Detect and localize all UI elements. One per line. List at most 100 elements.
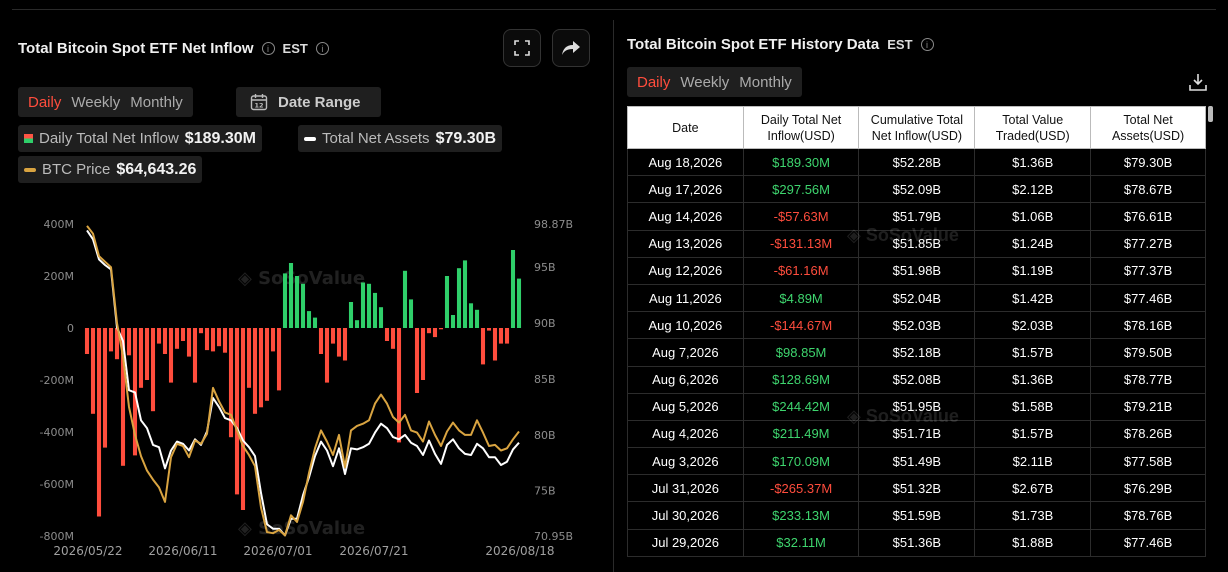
inflow-bar (414, 328, 420, 393)
table-cell: $77.58B (1090, 447, 1206, 476)
table-row[interactable]: Aug 10,2026 -$144.67M $52.03B $2.03B $78.16B (627, 311, 1206, 340)
inflow-bar (258, 328, 264, 408)
table-cell: $1.42B (974, 284, 1092, 313)
table-row[interactable]: Aug 3,2026 $170.09M $51.49B $2.11B $77.58B (627, 447, 1206, 476)
table-cell: Aug 18,2026 (627, 148, 744, 177)
table-cell: $52.03B (858, 311, 976, 340)
legend-btc[interactable]: BTC Price $64,643.26 (18, 156, 203, 183)
inflow-bar (348, 302, 354, 328)
fullscreen-button[interactable] (503, 29, 541, 67)
inflow-panel: Total Bitcoin Spot ETF Net Inflow i EST i… (0, 0, 612, 572)
column-header[interactable]: Daily Total Net Inflow(USD) (742, 106, 860, 149)
inflow-bar (276, 328, 282, 391)
legend-assets-value: $79.30B (435, 129, 497, 147)
inflow-bar (294, 276, 300, 328)
tab-daily[interactable]: Daily (637, 73, 671, 91)
inflow-bar (288, 263, 294, 328)
tab-monthly[interactable]: Monthly (130, 93, 183, 111)
table-row[interactable]: Aug 13,2026 -$131.13M $51.85B $1.24B $77.27B (627, 230, 1206, 258)
table-row[interactable]: Jul 29,2026 $32.11M $51.36B $1.88B $77.46B (627, 529, 1206, 557)
table-cell: $52.09B (858, 175, 976, 204)
tab-daily[interactable]: Daily (28, 93, 62, 111)
inflow-bar (330, 328, 336, 344)
table-cell: $32.11M (743, 529, 860, 557)
inflow-bar (468, 303, 474, 328)
table-cell: Aug 3,2026 (627, 447, 744, 476)
y2-axis-tick-label: 95B (534, 261, 556, 274)
share-button[interactable] (552, 29, 590, 67)
top-border (12, 9, 1216, 10)
inflow-bar (420, 328, 426, 380)
date-range-button[interactable]: 12 Date Range (236, 87, 381, 117)
inflow-bar (378, 307, 384, 328)
info-icon[interactable]: i (261, 42, 275, 55)
tab-weekly[interactable]: Weekly (71, 93, 121, 111)
legend-inflow[interactable]: Daily Total Net Inflow $189.30M (18, 125, 262, 152)
table-cell: -$265.37M (743, 474, 860, 503)
table-row[interactable]: Aug 11,2026 $4.89M $52.04B $1.42B $77.46B (627, 284, 1206, 313)
inflow-bar (270, 328, 276, 352)
inflow-bar (516, 278, 522, 328)
table-row[interactable]: Aug 5,2026 $244.42M $51.95B $1.58B $79.21B (627, 393, 1206, 421)
share-icon (562, 41, 580, 55)
column-header[interactable]: Date (627, 106, 744, 149)
table-cell: $51.49B (858, 447, 976, 476)
inflow-bar (180, 328, 186, 341)
table-cell: $79.30B (1090, 148, 1206, 177)
inflow-bar (504, 328, 510, 344)
table-cell: $189.30M (743, 148, 860, 177)
table-body: Aug 18,2026 $189.30M $52.28B $1.36B $79.30B A… (627, 148, 1206, 557)
x-axis-tick-label: 2026/08/18 (485, 544, 554, 558)
svg-text:12: 12 (254, 102, 263, 110)
chart-watermark: ◈ SoSoValue (238, 268, 365, 289)
inflow-bar (102, 328, 108, 448)
inflow-bar (156, 328, 162, 344)
table-cell: Jul 31,2026 (627, 474, 744, 503)
calendar-icon: 12 (250, 94, 268, 111)
table-cell: $211.49M (743, 420, 860, 449)
table-cell: $1.57B (974, 338, 1092, 367)
chart-watermark: ◈ SoSoValue (238, 518, 365, 539)
table-cell: $51.79B (858, 202, 976, 231)
tab-weekly[interactable]: Weekly (680, 73, 730, 91)
table-cell: Aug 5,2026 (627, 393, 744, 421)
date-range-label: Date Range (278, 93, 361, 111)
y-axis-tick-label: -600M (40, 478, 74, 491)
table-row[interactable]: Aug 6,2026 $128.69M $52.08B $1.36B $78.77B (627, 366, 1206, 394)
info-icon[interactable]: i (920, 38, 934, 51)
inflow-bar (246, 328, 252, 388)
legend-assets[interactable]: Total Net Assets $79.30B (298, 125, 503, 152)
table-cell: Aug 11,2026 (627, 284, 744, 313)
inflow-chart[interactable]: 400M 200M 0 -200M -400M -600M -800M 98.87B 95B 90… (0, 200, 612, 572)
download-button[interactable] (1188, 72, 1208, 97)
table-cell: Aug 6,2026 (627, 366, 744, 394)
table-cell: $78.26B (1090, 420, 1206, 449)
column-header[interactable]: Total Value Traded(USD) (974, 106, 1092, 149)
inflow-bar (312, 317, 318, 328)
table-cell: $77.37B (1090, 257, 1206, 285)
table-row[interactable]: Aug 7,2026 $98.85M $52.18B $1.57B $79.50B (627, 338, 1206, 367)
x-axis-tick-label: 2026/06/11 (148, 544, 217, 558)
table-scrollbar[interactable] (1208, 106, 1213, 122)
table-cell: $297.56M (743, 175, 860, 204)
inflow-bar (366, 283, 372, 328)
table-row[interactable]: Jul 31,2026 -$265.37M $51.32B $2.67B $76.29B (627, 474, 1206, 503)
x-axis-tick-label: 2026/05/22 (53, 544, 122, 558)
table-cell: $51.98B (858, 257, 976, 285)
table-row[interactable]: Aug 12,2026 -$61.16M $51.98B $1.19B $77.37B (627, 257, 1206, 285)
inflow-bar (96, 328, 102, 517)
table-row[interactable]: Aug 18,2026 $189.30M $52.28B $1.36B $79.30B (627, 148, 1206, 177)
table-row[interactable]: Aug 4,2026 $211.49M $51.71B $1.57B $78.26B (627, 420, 1206, 449)
tab-monthly[interactable]: Monthly (739, 73, 792, 91)
table-cell: Aug 13,2026 (627, 230, 744, 258)
column-header[interactable]: Cumulative Total Net Inflow(USD) (858, 106, 976, 149)
table-row[interactable]: Aug 17,2026 $297.56M $52.09B $2.12B $78.67B (627, 175, 1206, 204)
table-row[interactable]: Aug 14,2026 -$57.63M $51.79B $1.06B $76.61B (627, 202, 1206, 231)
column-header[interactable]: Total Net Assets(USD) (1090, 106, 1206, 149)
table-cell: Aug 14,2026 (627, 202, 744, 231)
table-cell: $52.08B (858, 366, 976, 394)
timezone-label: EST i (887, 37, 934, 52)
table-row[interactable]: Jul 30,2026 $233.13M $51.59B $1.73B $78.76B (627, 501, 1206, 530)
table-cell: $98.85M (743, 338, 860, 367)
info-icon[interactable]: i (315, 42, 329, 55)
